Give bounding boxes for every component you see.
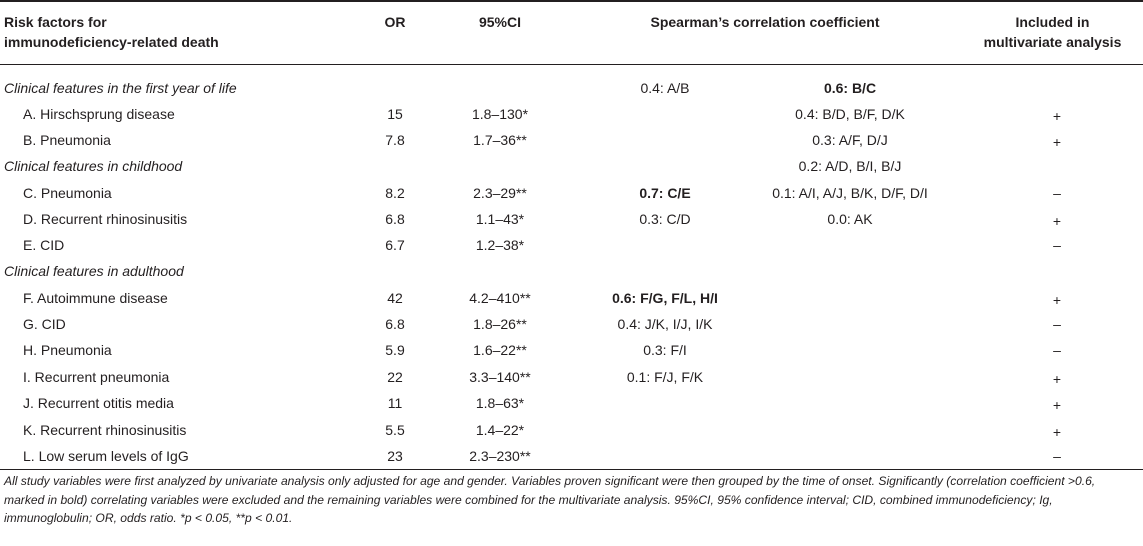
row-ci: 1.4–22*	[475, 422, 525, 438]
section-childhood: Clinical features in childhood	[4, 158, 183, 174]
spearman-left-cell: 0.1: F/J, F/K	[626, 369, 704, 385]
row-or: 7.8	[385, 132, 405, 148]
spearman-left-cell: 0.6: F/G, F/L, H/I	[612, 290, 718, 306]
spearman-right-cell: 0.1: A/I, A/J, B/K, D/F, D/I	[772, 185, 928, 201]
row-factor: E. CID	[23, 237, 65, 253]
row-mv: –	[1053, 185, 1061, 201]
row-ci: 3.3–140**	[469, 369, 531, 385]
row-or: 6.8	[385, 211, 405, 227]
row-factor: J. Recurrent otitis media	[23, 395, 174, 411]
row-or: 11	[387, 395, 403, 411]
row-ci: 1.1–43*	[475, 211, 525, 227]
header-ci: 95%CI	[478, 14, 522, 30]
row-factor: B. Pneumonia	[23, 132, 111, 148]
section-adulthood: Clinical features in adulthood	[4, 263, 184, 279]
row-ci: 1.6–22**	[473, 342, 527, 358]
header-risk-factors-line1: Risk factors for	[4, 14, 107, 30]
row-mv: –	[1053, 316, 1061, 332]
row-factor: I. Recurrent pneumonia	[23, 369, 170, 385]
row-mv: +	[1052, 108, 1062, 124]
row-ci: 2.3–29**	[473, 185, 527, 201]
row-factor: D. Recurrent rhinosinusitis	[23, 211, 188, 227]
spearman-right-cell: 0.2: A/D, B/I, B/J	[798, 158, 902, 174]
header-or: OR	[384, 14, 406, 30]
bottom-rule	[0, 469, 1143, 470]
row-ci: 1.8–130*	[471, 106, 529, 122]
row-mv: –	[1053, 237, 1061, 253]
header-spearman: Spearman’s correlation coefficient	[650, 14, 880, 30]
section-first-year: Clinical features in the first year of l…	[4, 80, 237, 96]
row-factor: C. Pneumonia	[23, 185, 112, 201]
spearman-left-cell: 0.3: F/I	[643, 342, 687, 358]
header-risk-factors-line2: immunodeficiency-related death	[4, 34, 219, 50]
row-or: 6.7	[385, 237, 405, 253]
spearman-right-cell: 0.0: AK	[827, 211, 873, 227]
header-included-line1: Included in	[1015, 14, 1090, 30]
spearman-right-cell: 0.3: A/F, D/J	[812, 132, 888, 148]
spearman-left-cell: 0.3: C/D	[639, 211, 691, 227]
row-or: 23	[387, 448, 403, 464]
row-factor: K. Recurrent rhinosinusitis	[23, 422, 187, 438]
spearman-right-cell: 0.6: B/C	[823, 80, 877, 96]
row-factor: G. CID	[23, 316, 66, 332]
row-ci: 4.2–410**	[469, 290, 531, 306]
row-factor: L. Low serum levels of IgG	[23, 448, 189, 464]
table-footnote: All study variables were first analyzed …	[4, 474, 1096, 525]
row-or: 5.9	[385, 342, 405, 358]
row-or: 8.2	[385, 185, 405, 201]
spearman-left-cell: 0.4: J/K, I/J, I/K	[617, 316, 713, 332]
row-factor: F. Autoimmune disease	[23, 290, 168, 306]
row-or: 5.5	[385, 422, 405, 438]
row-mv: +	[1052, 424, 1062, 440]
header-included-line2: multivariate analysis	[983, 34, 1122, 50]
row-mv: –	[1053, 342, 1061, 358]
spearman-left-cell: 0.4: A/B	[640, 80, 690, 96]
row-or: 6.8	[385, 316, 405, 332]
row-mv: –	[1053, 448, 1061, 464]
row-mv: +	[1052, 397, 1062, 413]
row-ci: 1.2–38*	[475, 237, 525, 253]
row-mv: +	[1052, 371, 1062, 387]
row-ci: 2.3–230**	[469, 448, 531, 464]
header-rule	[0, 64, 1143, 65]
row-factor: H. Pneumonia	[23, 342, 112, 358]
row-or: 22	[387, 369, 403, 385]
row-ci: 1.7–36**	[473, 132, 527, 148]
row-mv: +	[1052, 292, 1062, 308]
row-ci: 1.8–26**	[473, 316, 527, 332]
top-rule	[0, 0, 1143, 2]
row-or: 42	[387, 290, 403, 306]
spearman-right-cell: 0.4: B/D, B/F, D/K	[795, 106, 905, 122]
row-ci: 1.8–63*	[475, 395, 525, 411]
row-or: 15	[387, 106, 403, 122]
row-mv: +	[1052, 134, 1062, 150]
row-mv: +	[1052, 213, 1062, 229]
row-factor: A. Hirschsprung disease	[23, 106, 175, 122]
spearman-left-cell: 0.7: C/E	[639, 185, 691, 201]
